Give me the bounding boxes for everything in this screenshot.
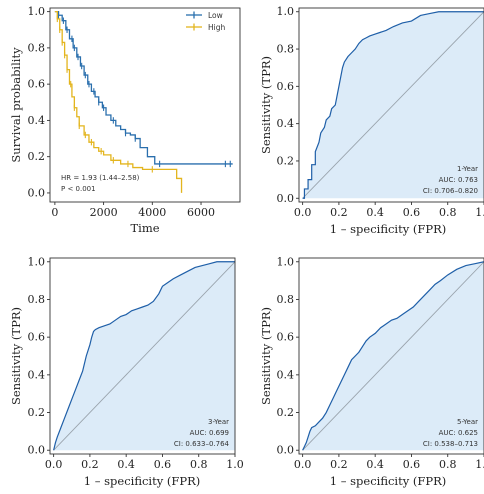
roc-3year-marks [53,261,236,451]
roc-3year-roc-curve [53,261,235,451]
roc-1year-panel: 0.0 0.2 0.4 0.6 0.8 1.0 0.0 0.2 0.4 0.6 0.8 1.0 1 –… [259,5,484,236]
y-tick-label: 0.4 [277,368,295,381]
x-tick-label: 0.4 [366,206,384,219]
km-panel: 0 2000 4000 6000 0.0 0.2 0.4 0.6 0.8 1.0 Time Sur… [9,5,241,235]
x-tick-label: 1.0 [226,458,244,471]
y-tick-label: 0.6 [277,331,295,344]
roc-1year-xlabel: 1 – specificity (FPR) [330,222,446,236]
km-ylabel: Survival probability [9,47,23,163]
roc-3year-diagonal-reference [53,261,236,451]
x-tick-label: 0.8 [439,206,457,219]
km-xlabel: Time [130,221,159,235]
roc-5year-roc-curve [302,261,484,451]
roc-3year-ci: CI: 0.633–0.764 [174,440,230,448]
roc-1year-diagonal-reference [302,11,484,199]
roc-1year-frame [298,7,484,203]
x-tick-label: 0.0 [294,206,312,219]
roc-5year-panel: 0.0 0.2 0.4 0.6 0.8 1.0 0.0 0.2 0.4 0.6 0.8 1.0 1 –… [259,255,484,488]
y-tick-label: 0.4 [277,117,295,130]
y-tick-label: 0.8 [277,43,295,56]
x-tick-label: 0.6 [403,458,421,471]
roc-3year-ticks: 0.0 0.2 0.4 0.6 0.8 1.0 0.0 0.2 0.4 0.6 0.8 1.0 [28,255,244,471]
roc-3year-xlabel: 1 – specificity (FPR) [84,474,200,488]
x-tick-label: 6000 [187,206,215,219]
x-tick-label: 0.6 [154,458,172,471]
km-ticks: 0 2000 4000 6000 0.0 0.2 0.4 0.6 0.8 1.0 [28,5,216,219]
x-tick-label: 0.0 [45,458,63,471]
y-tick-label: 0.4 [28,114,46,127]
x-tick-label: 0.6 [403,206,421,219]
x-tick-label: 0.4 [366,458,384,471]
km-curve-high [54,10,183,193]
x-tick-label: 0.2 [330,458,348,471]
roc-5year-xlabel: 1 – specificity (FPR) [330,474,446,488]
y-tick-label: 0.6 [277,80,295,93]
x-tick-label: 2000 [90,206,118,219]
y-tick-label: 0.8 [28,293,46,306]
roc-5year-diagonal-reference [302,261,484,451]
km-plot-frame [49,7,241,203]
roc-5year-ci: CI: 0.538–0.713 [423,440,478,448]
roc-5year-frame [298,257,484,455]
y-tick-label: 0.8 [28,41,46,54]
y-tick-label: 0.2 [28,150,46,163]
x-tick-label: 0 [51,206,58,219]
x-tick-label: 4000 [138,206,166,219]
y-tick-label: 0.0 [28,444,46,457]
y-tick-label: 0.6 [28,78,46,91]
y-tick-label: 0.4 [28,368,46,381]
roc-3year-ylabel: Sensitivity (TPR) [9,307,23,405]
roc-1year-roc-curve [302,11,484,199]
roc-1year-auc: AUC: 0.763 [439,176,478,184]
x-tick-label: 0.2 [330,206,348,219]
y-tick-label: 0.0 [28,186,46,199]
roc-3year-frame [49,257,236,455]
roc-5year-label: 5-Year [457,418,478,426]
roc-3year-auc: AUC: 0.699 [190,429,229,437]
x-tick-label: 0.0 [294,458,312,471]
roc-1year-ticks: 0.0 0.2 0.4 0.6 0.8 1.0 0.0 0.2 0.4 0.6 0.8 1.0 [277,5,484,219]
km-marks [54,10,233,193]
roc-3year-panel: 0.0 0.2 0.4 0.6 0.8 1.0 0.0 0.2 0.4 0.6 0.8 1.0 1 –… [9,255,244,488]
legend-high-label: High [208,23,225,32]
roc-1year-ci: CI: 0.706–0.820 [423,187,478,195]
y-tick-label: 0.6 [28,331,46,344]
x-tick-label: 1.0 [475,458,484,471]
y-tick-label: 0.2 [28,406,46,419]
x-tick-label: 0.2 [81,458,99,471]
y-tick-label: 0.2 [277,154,295,167]
roc-1year-marks [302,11,484,199]
y-tick-label: 0.0 [277,444,295,457]
x-tick-label: 0.8 [190,458,208,471]
y-tick-label: 0.8 [277,293,295,306]
roc-3year-label: 3-Year [208,418,229,426]
legend-low-label: Low [208,11,223,20]
x-tick-label: 0.8 [439,458,457,471]
roc-1year-ylabel: Sensitivity (TPR) [259,56,273,154]
roc-1year-label: 1-Year [457,165,478,173]
roc-5year-ylabel: Sensitivity (TPR) [259,307,273,405]
roc-5year-marks [302,261,484,451]
y-tick-label: 1.0 [277,255,295,268]
roc-5year-auc: AUC: 0.625 [439,429,478,437]
y-tick-label: 1.0 [277,5,295,18]
x-tick-label: 0.4 [117,458,135,471]
x-tick-label: 1.0 [475,206,484,219]
roc-5year-ticks: 0.0 0.2 0.4 0.6 0.8 1.0 0.0 0.2 0.4 0.6 0.8 1.0 [277,255,484,471]
y-tick-label: 0.0 [277,192,295,205]
km-curve-low [54,10,233,165]
y-tick-label: 0.2 [277,406,295,419]
y-tick-label: 1.0 [28,255,46,268]
km-p-annotation: P < 0.001 [61,185,96,193]
km-legend: Low High [186,11,225,32]
y-tick-label: 1.0 [28,5,46,18]
km-hr-annotation: HR = 1.93 (1.44–2.58) [61,174,140,182]
